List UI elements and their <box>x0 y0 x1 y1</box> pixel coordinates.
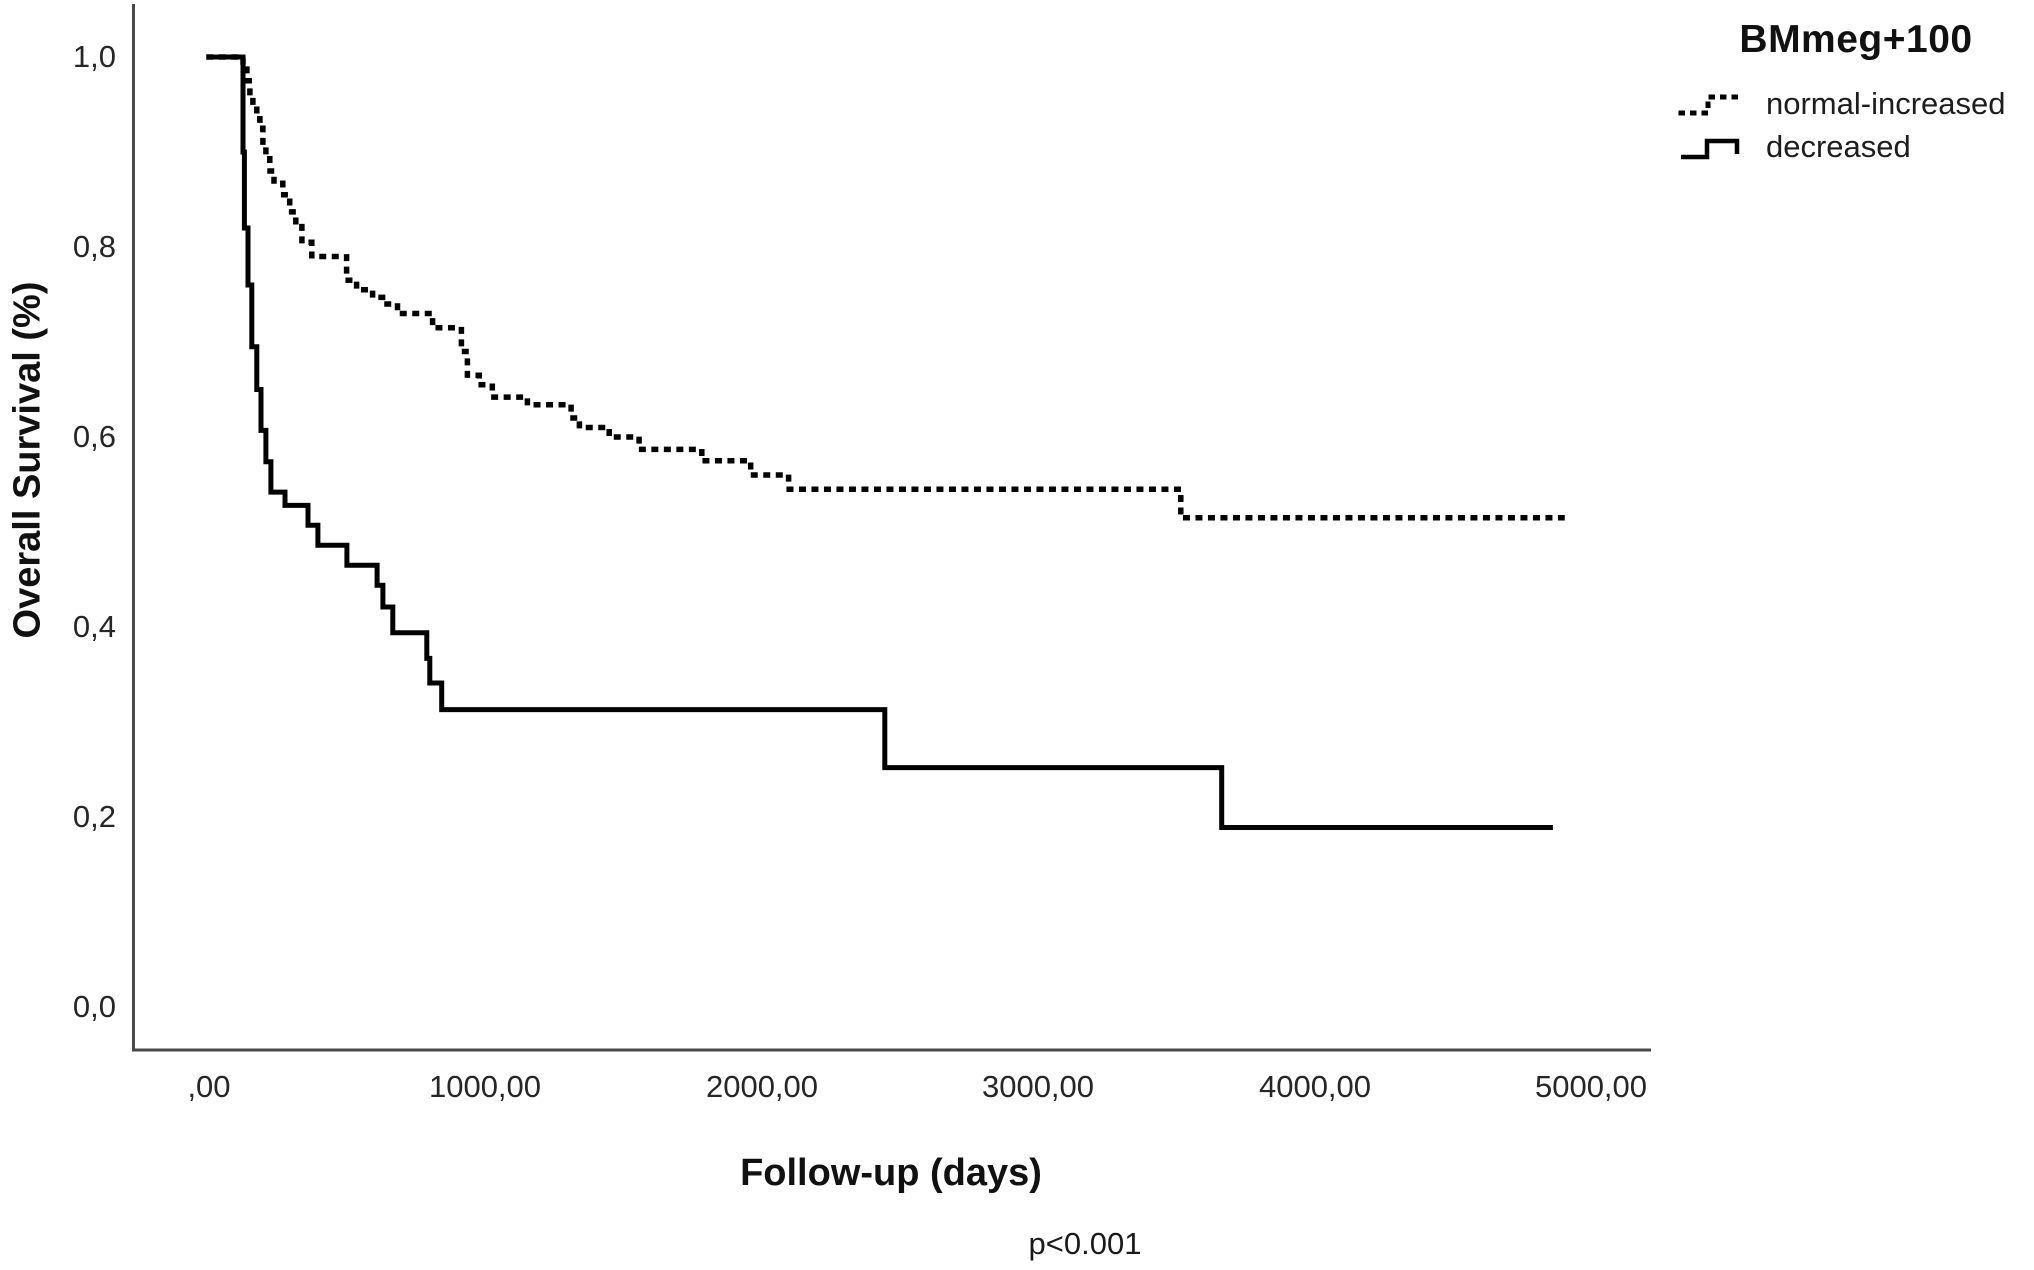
legend-item-label: decreased <box>1766 129 1911 164</box>
y-tick-label: 0,0 <box>72 989 116 1024</box>
legend-symbol-dashed-icon <box>1678 94 1741 116</box>
x-tick-label: 1000,00 <box>428 1069 542 1104</box>
x-tick-label: 4000,00 <box>1258 1069 1372 1104</box>
x-tick-label: 5000,00 <box>1534 1069 1648 1104</box>
p-value-label: p<0.001 <box>1028 1226 1142 1261</box>
legend-item: decreased <box>1678 129 2034 165</box>
y-tick-label: 0,4 <box>72 609 116 644</box>
y-tick-label: 1,0 <box>72 39 116 74</box>
legend-title: BMmeg+100 <box>1739 18 1973 61</box>
y-tick-label: 0,6 <box>72 419 116 454</box>
legend: BMmeg+100 normal-increased decreased <box>1678 18 2034 165</box>
x-tick-label: 2000,00 <box>705 1069 819 1104</box>
km-curve-decreased <box>209 54 1553 830</box>
legend-symbol-solid-icon <box>1681 138 1740 160</box>
y-axis-title: Overall Survival (%) <box>6 281 49 639</box>
km-curve-normal-increased <box>206 54 1565 521</box>
y-tick-label: 0,8 <box>72 229 116 264</box>
y-tick-label: 0,2 <box>72 799 116 834</box>
x-axis-title: Follow-up (days) <box>740 1152 1042 1194</box>
x-tick-label: ,00 <box>187 1069 231 1104</box>
x-tick-label: 3000,00 <box>981 1069 1095 1104</box>
legend-item-label: normal-increased <box>1766 86 2006 121</box>
legend-item: normal-increased <box>1678 86 2034 122</box>
